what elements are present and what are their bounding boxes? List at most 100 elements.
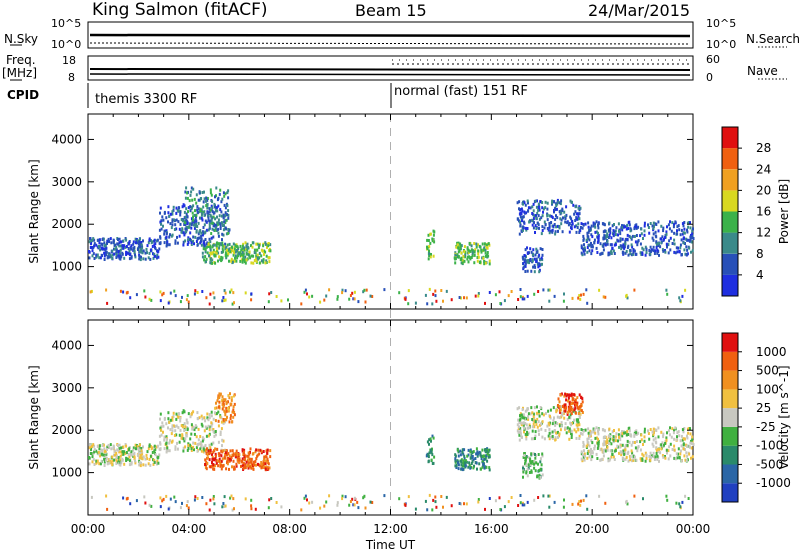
echo-cell bbox=[542, 413, 545, 417]
echo-cell bbox=[469, 456, 472, 460]
echo-cell bbox=[629, 433, 632, 437]
echo-cell bbox=[90, 289, 93, 293]
echo-cell bbox=[487, 254, 490, 258]
echo-cell bbox=[133, 452, 136, 455]
echo-cell bbox=[115, 456, 118, 460]
echo-cell bbox=[221, 250, 224, 254]
echo-cell bbox=[351, 497, 354, 501]
echo-cell bbox=[635, 234, 638, 237]
echo-cell bbox=[308, 295, 311, 299]
echo-cell bbox=[104, 243, 107, 247]
echo-cell bbox=[269, 243, 272, 247]
echo-cell bbox=[117, 448, 120, 452]
echo-cell bbox=[658, 459, 660, 463]
echo-cell bbox=[674, 457, 677, 461]
echo-cell bbox=[220, 214, 223, 218]
echo-cell bbox=[539, 476, 542, 479]
echo-cell bbox=[665, 438, 668, 442]
echo-cell bbox=[466, 454, 469, 458]
colorbar-tick-label: -500 bbox=[756, 457, 783, 471]
echo-cell bbox=[168, 420, 171, 424]
echo-cell bbox=[662, 226, 665, 230]
echo-cell bbox=[124, 245, 127, 249]
echo-cell bbox=[685, 253, 688, 256]
echo-cell bbox=[498, 290, 501, 294]
echo-cell bbox=[212, 441, 215, 445]
echo-cell bbox=[565, 213, 568, 217]
echo-cell bbox=[611, 224, 614, 228]
echo-cell bbox=[519, 494, 522, 497]
echo-cell bbox=[175, 424, 178, 428]
echo-cell bbox=[518, 200, 521, 204]
echo-cell bbox=[633, 288, 636, 292]
echo-cell bbox=[657, 241, 660, 245]
echo-cell bbox=[265, 467, 268, 470]
echo-cell bbox=[474, 294, 477, 298]
echo-cell bbox=[523, 426, 525, 430]
echo-cell bbox=[206, 198, 209, 202]
echo-cell bbox=[587, 225, 590, 229]
echo-cell bbox=[140, 456, 143, 460]
echo-cell bbox=[190, 432, 193, 436]
echo-cell bbox=[527, 206, 530, 210]
echo-cell bbox=[100, 253, 103, 257]
echo-cell bbox=[538, 226, 540, 230]
echo-cell bbox=[577, 421, 580, 425]
echo-cell bbox=[611, 430, 614, 434]
echo-cell bbox=[168, 243, 171, 247]
echo-cell bbox=[522, 455, 525, 459]
echo-cell bbox=[643, 224, 646, 228]
x-axis-title: Time UT bbox=[365, 538, 416, 552]
echo-cell bbox=[190, 449, 193, 452]
echo-cell bbox=[223, 203, 226, 207]
echo-cell bbox=[129, 253, 131, 257]
echo-cell bbox=[336, 501, 339, 505]
colorbar-tick-label: 4 bbox=[756, 268, 764, 282]
echo-cell bbox=[201, 251, 204, 255]
echo-cell bbox=[549, 408, 552, 412]
echo-cell bbox=[555, 214, 557, 218]
echo-cell bbox=[155, 462, 158, 466]
echo-cell bbox=[549, 421, 551, 425]
echo-cell bbox=[156, 444, 159, 448]
echo-cell bbox=[194, 424, 197, 428]
echo-cell bbox=[263, 458, 265, 462]
echo-cell bbox=[579, 408, 582, 412]
echo-cell bbox=[265, 455, 268, 459]
echo-cell bbox=[103, 464, 106, 467]
echo-cell bbox=[565, 398, 568, 402]
echo-cell bbox=[579, 432, 582, 435]
echo-cell bbox=[153, 243, 156, 247]
echo-cell bbox=[430, 448, 432, 452]
echo-cell bbox=[576, 403, 578, 407]
echo-cell bbox=[192, 445, 195, 449]
echo-cell bbox=[557, 200, 560, 204]
echo-cell bbox=[101, 238, 104, 241]
echo-cell bbox=[134, 461, 137, 465]
echo-cell bbox=[203, 416, 206, 420]
echo-cell bbox=[243, 450, 245, 454]
echo-cell bbox=[661, 454, 664, 458]
echo-cell bbox=[111, 253, 114, 257]
echo-cell bbox=[624, 431, 627, 435]
echo-cell bbox=[244, 261, 247, 265]
echo-cell bbox=[201, 191, 204, 194]
echo-cell bbox=[95, 461, 98, 465]
echo-cell bbox=[560, 209, 563, 213]
echo-cell bbox=[626, 429, 629, 433]
echo-cell bbox=[533, 214, 536, 218]
cpid-segment-1: themis 3300 RF bbox=[95, 92, 198, 107]
echo-cell bbox=[424, 293, 427, 297]
echo-cell bbox=[523, 455, 526, 459]
echo-cell bbox=[193, 242, 195, 246]
echo-cell bbox=[483, 457, 486, 461]
colorbar-tick-label: 8 bbox=[756, 247, 764, 261]
echo-cell bbox=[250, 244, 252, 248]
echo-cell bbox=[429, 232, 432, 236]
echo-cell bbox=[118, 237, 121, 241]
echo-cell bbox=[88, 462, 91, 466]
echo-cell bbox=[541, 473, 544, 477]
echo-cell bbox=[245, 258, 248, 262]
echo-cell bbox=[653, 252, 656, 255]
echo-cell bbox=[427, 459, 430, 463]
